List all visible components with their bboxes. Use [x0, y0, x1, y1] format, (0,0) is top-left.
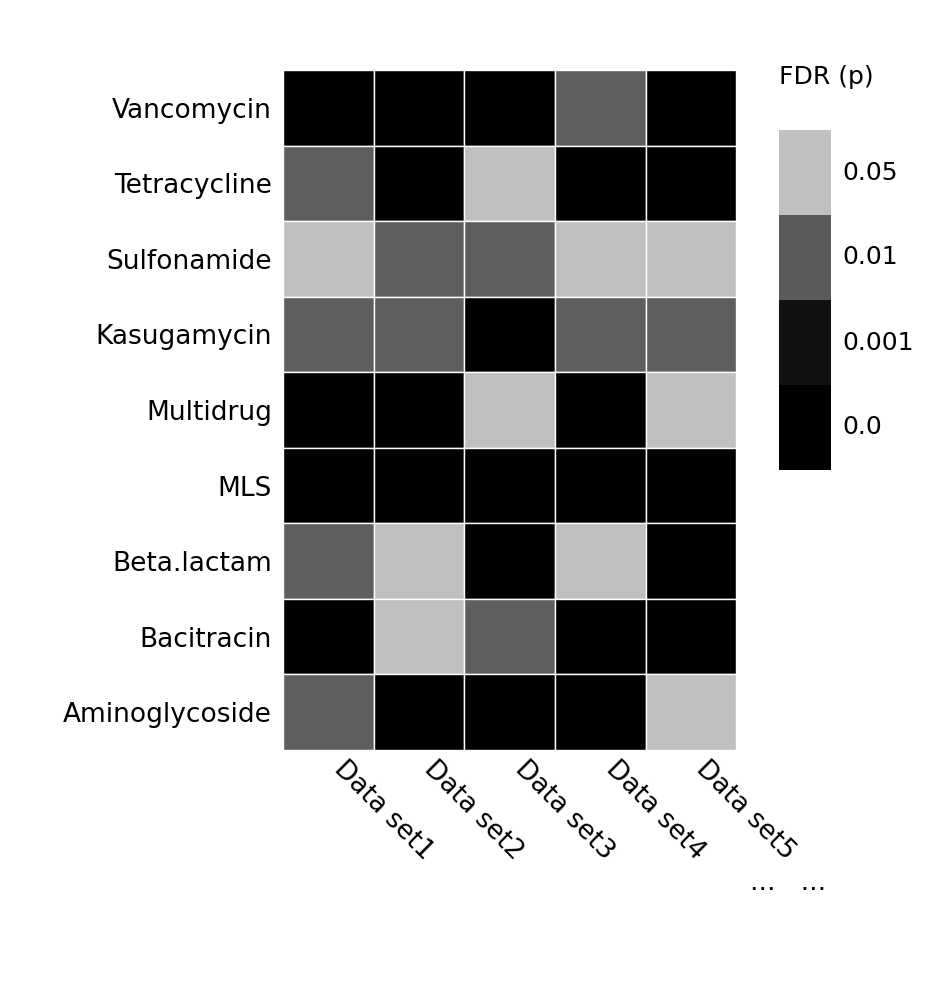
Bar	[283, 523, 374, 599]
Bar	[374, 221, 464, 297]
Bar	[646, 221, 736, 297]
Bar	[283, 674, 374, 750]
Bar	[464, 448, 555, 523]
Bar	[283, 297, 374, 372]
Bar	[283, 599, 374, 674]
Text: ...   ...: ... ...	[750, 870, 827, 896]
Bar	[464, 523, 555, 599]
Bar	[646, 448, 736, 523]
Bar	[646, 70, 736, 146]
Bar	[374, 297, 464, 372]
Bar	[283, 146, 374, 221]
Bar	[555, 372, 646, 448]
Bar	[646, 297, 736, 372]
Bar	[374, 599, 464, 674]
Bar	[464, 70, 555, 146]
Bar	[283, 448, 374, 523]
Text: 0.05: 0.05	[842, 160, 898, 184]
Text: 0.01: 0.01	[842, 245, 898, 269]
Bar	[555, 146, 646, 221]
Bar	[555, 448, 646, 523]
Bar	[374, 674, 464, 750]
Bar	[374, 146, 464, 221]
Bar	[283, 70, 374, 146]
Bar	[374, 70, 464, 146]
Bar	[374, 448, 464, 523]
Bar	[646, 523, 736, 599]
Bar	[555, 523, 646, 599]
Bar	[646, 674, 736, 750]
Bar	[464, 146, 555, 221]
Bar	[374, 372, 464, 448]
Bar	[646, 599, 736, 674]
Bar	[555, 70, 646, 146]
Bar	[464, 599, 555, 674]
Bar	[464, 297, 555, 372]
Bar	[374, 523, 464, 599]
Bar	[283, 221, 374, 297]
Bar	[464, 221, 555, 297]
Bar	[555, 297, 646, 372]
Bar	[555, 221, 646, 297]
Bar	[464, 674, 555, 750]
Bar	[646, 146, 736, 221]
Text: 0.001: 0.001	[842, 330, 914, 355]
Text: FDR (p): FDR (p)	[779, 65, 873, 89]
Bar	[646, 372, 736, 448]
Text: 0.0: 0.0	[842, 416, 882, 440]
Bar	[555, 599, 646, 674]
Bar	[283, 372, 374, 448]
Bar	[555, 674, 646, 750]
Bar	[464, 372, 555, 448]
